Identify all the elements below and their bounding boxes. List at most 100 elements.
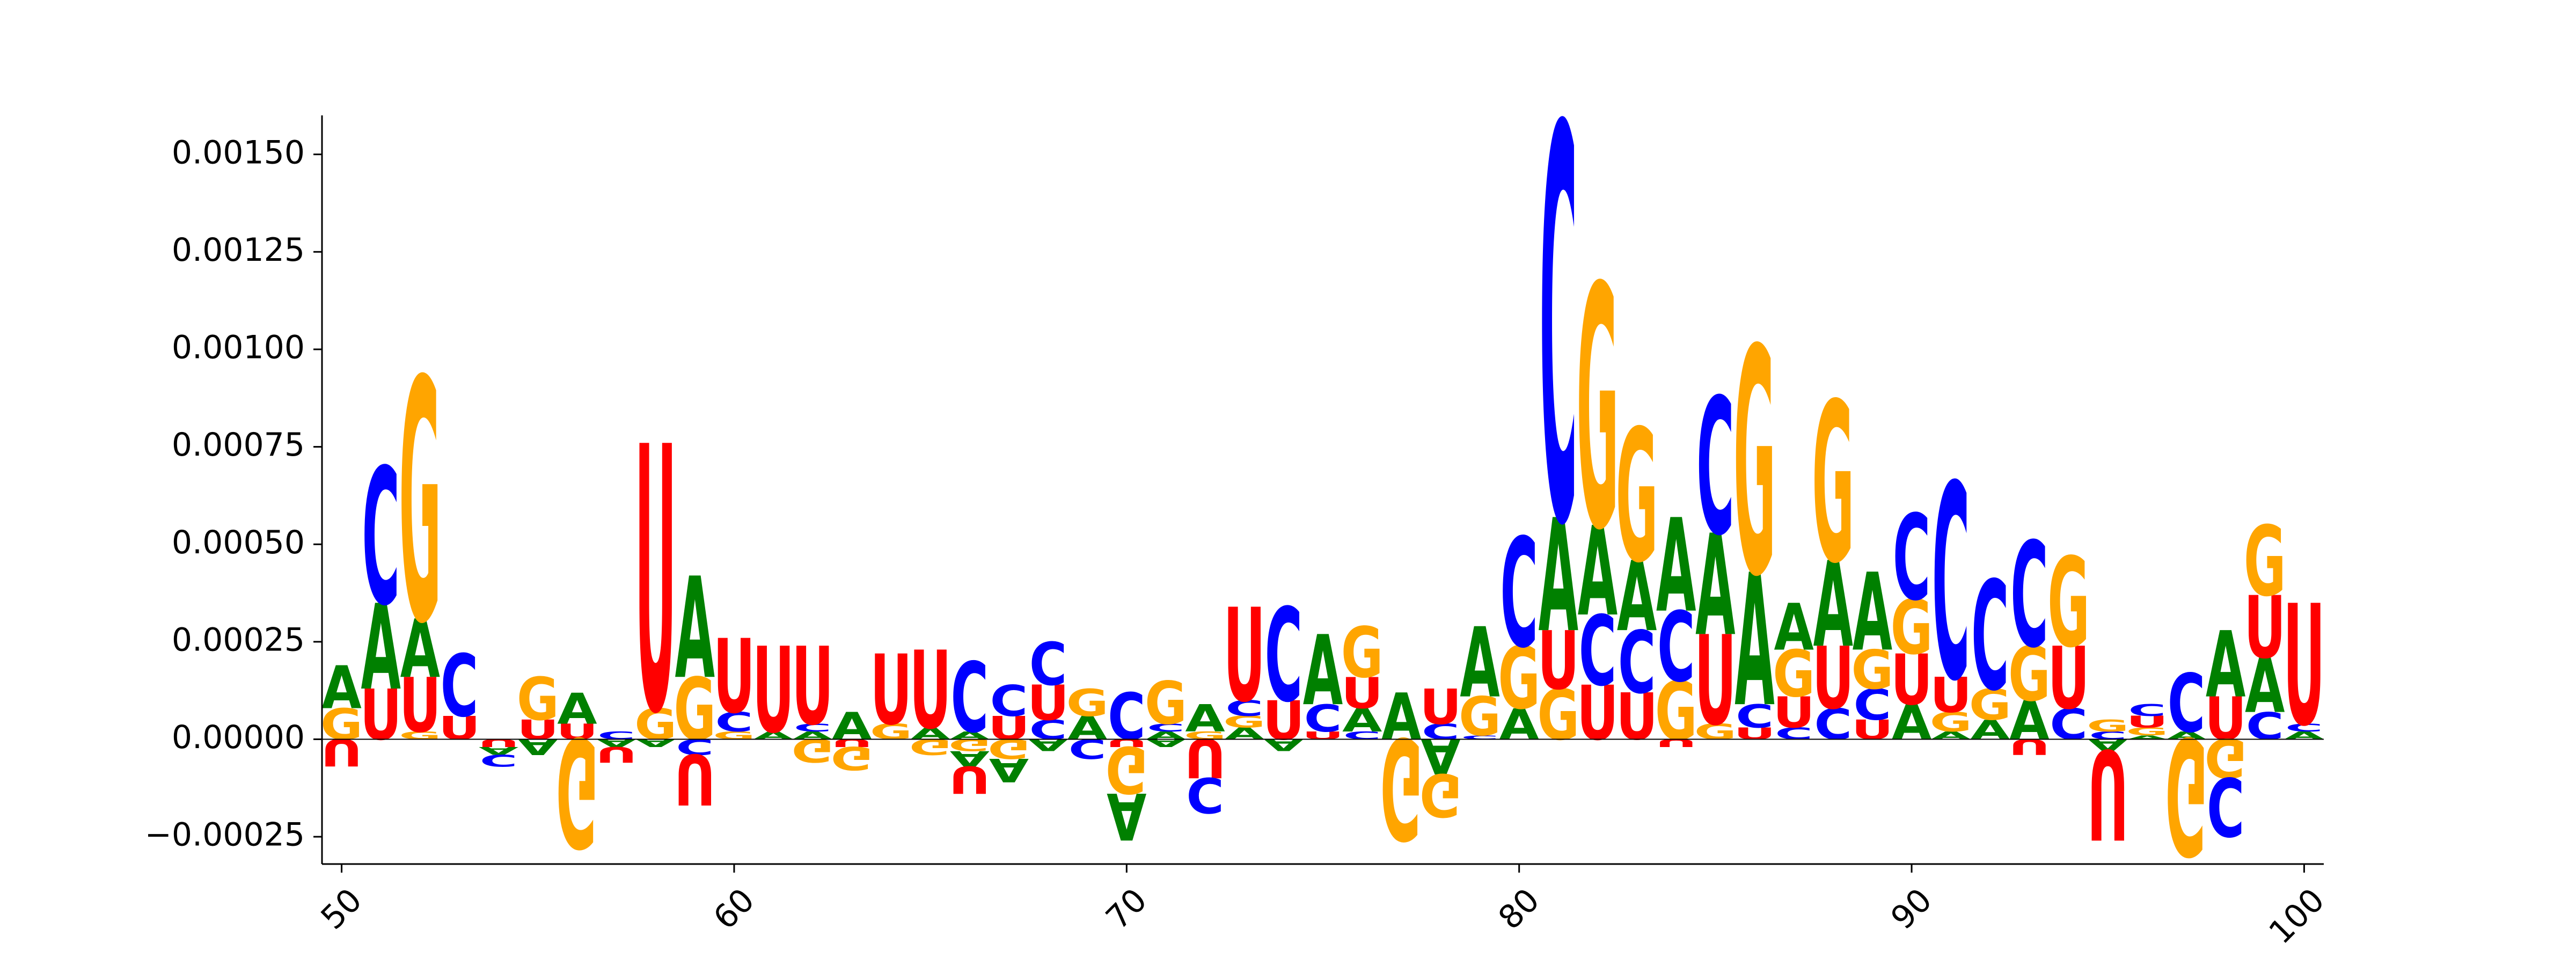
logo-letter-A: A — [321, 654, 362, 722]
logo-letter-C: C — [2128, 701, 2167, 720]
x-axis-ticks: 50 60 70 80 90 100 — [314, 864, 2332, 952]
logo-letter-C: C — [2285, 722, 2323, 734]
logo-letter-C: C — [1422, 720, 1460, 744]
logo-letter-C: C — [1657, 591, 1695, 703]
logo-letter-U: U — [752, 623, 794, 759]
logo-letter-G: G — [1145, 669, 1187, 738]
y-tick-label: 0.00100 — [172, 329, 305, 367]
logo-letter-A: A — [1067, 709, 1107, 747]
y-tick-label: 0.00150 — [172, 134, 305, 171]
logo-letter-A: A — [557, 684, 597, 734]
logo-letter-U: U — [1263, 690, 1305, 752]
logo-letter-C: C — [1225, 697, 1263, 721]
logo-letter-A: A — [635, 737, 676, 749]
logo-letter-G: G — [1812, 357, 1854, 612]
logo-letter-U: U — [517, 715, 559, 746]
logo-letter-U: U — [635, 371, 677, 794]
logo-letter-A: A — [1539, 486, 1578, 667]
x-tick-label: 70 — [1099, 881, 1154, 936]
logo-letter-G: G — [1066, 681, 1109, 724]
logo-letter-A: A — [1578, 501, 1618, 644]
logo-letter-U: U — [1027, 675, 1069, 731]
logo-letter-A: A — [1028, 735, 1068, 754]
logo-letter-A: A — [479, 744, 519, 757]
logo-letter-U: U — [1891, 640, 1933, 721]
logo-letter-C: C — [2050, 699, 2088, 749]
logo-letter-A: A — [400, 602, 440, 696]
logo-letter-G: G — [792, 731, 834, 769]
logo-letter-U: U — [1616, 679, 1658, 755]
logo-letter-C: C — [1618, 614, 1656, 713]
logo-letter-G: G — [1223, 713, 1265, 731]
logo-letter-U: U — [321, 730, 363, 774]
logo-letter-C: C — [1265, 581, 1303, 730]
logo-letter-G: G — [831, 740, 873, 777]
logo-letter-U: U — [910, 628, 952, 753]
y-tick-label: 0.00075 — [172, 426, 305, 464]
logo-letter-G: G — [1773, 636, 1815, 712]
x-tick-label: 90 — [1884, 881, 1939, 936]
logo-letter-C: C — [950, 642, 989, 754]
logo-letter-U: U — [1733, 724, 1775, 743]
logo-letter-A: A — [1107, 779, 1146, 854]
logo-letter-C: C — [1775, 724, 1813, 743]
logo-letter-C: C — [480, 751, 518, 770]
logo-letter-G: G — [2008, 632, 2051, 719]
logo-letter-A: A — [1735, 536, 1774, 748]
logo-letter-G: G — [517, 665, 559, 734]
logo-letter-G: G — [556, 704, 598, 878]
x-tick-label: 80 — [1491, 881, 1547, 936]
logo-letter-U: U — [1577, 670, 1619, 757]
logo-letter-A: A — [1225, 724, 1264, 743]
logo-letter-A: A — [2088, 735, 2128, 754]
logo-letter-C: C — [1854, 680, 1892, 730]
y-tick-label: −0.00025 — [145, 816, 305, 854]
logo-letter-C: C — [1579, 595, 1617, 707]
logo-letter-A: A — [1656, 492, 1696, 641]
logo-letter-G: G — [2087, 716, 2129, 735]
logo-letter-U: U — [988, 709, 1030, 747]
logo-letter-U: U — [713, 619, 755, 736]
logo-letter-C: C — [2246, 705, 2284, 748]
logo-letter-A: A — [1499, 699, 1539, 749]
logo-letter-U: U — [2244, 579, 2286, 678]
logo-letter-U: U — [1655, 737, 1697, 749]
logo-letter-C: C — [676, 734, 714, 759]
x-tick-label: 100 — [2262, 881, 2332, 951]
logo-letter-A: A — [2206, 612, 2245, 718]
logo-letter-A: A — [675, 549, 715, 711]
logo-letter-U: U — [2048, 630, 2090, 729]
logo-letter-U: U — [870, 634, 912, 746]
logo-letter-G: G — [2244, 506, 2286, 618]
y-tick-label: 0.00000 — [172, 719, 305, 756]
logo-letter-A: A — [1421, 728, 1460, 784]
logo-letter-C: C — [1108, 679, 1146, 755]
logo-letter-C: C — [1971, 550, 2009, 724]
logo-letter-C: C — [990, 676, 1028, 726]
logo-letter-G: G — [1577, 218, 1619, 603]
logo-letter-A: A — [2245, 643, 2285, 730]
logo-letter-U: U — [2283, 570, 2325, 763]
logo-letter-A: A — [1695, 506, 1735, 668]
logo-letter-G: G — [1930, 707, 1972, 738]
logo-letter-G: G — [1655, 664, 1697, 758]
logo-letter-U: U — [2126, 713, 2168, 731]
logo-letter-G: G — [1851, 639, 1893, 701]
logo-letter-G: G — [1969, 680, 2011, 730]
logo-letter-G: G — [948, 735, 991, 754]
logo-letter-C: C — [1029, 715, 1067, 746]
logo-letter-G: G — [1616, 391, 1658, 603]
logo-letter-A: A — [1264, 735, 1304, 754]
logo-letter-G: G — [1459, 686, 1501, 749]
y-tick-label: 0.00050 — [172, 524, 305, 561]
logo-letter-C: C — [1814, 699, 1853, 749]
logo-letter-U: U — [556, 720, 598, 744]
logo-letter-C: C — [2207, 759, 2245, 853]
logo-letter-U: U — [1812, 630, 1854, 729]
logo-letter-U: U — [1538, 614, 1579, 708]
logo-letter-G: G — [674, 661, 716, 760]
y-axis-ticks: −0.00025 0.00000 0.00025 0.00050 0.00075 0.00… — [145, 134, 322, 854]
logo-letter-G: G — [320, 699, 363, 749]
logo-letter-G: G — [909, 734, 952, 759]
logo-letter-U: U — [2087, 722, 2129, 865]
